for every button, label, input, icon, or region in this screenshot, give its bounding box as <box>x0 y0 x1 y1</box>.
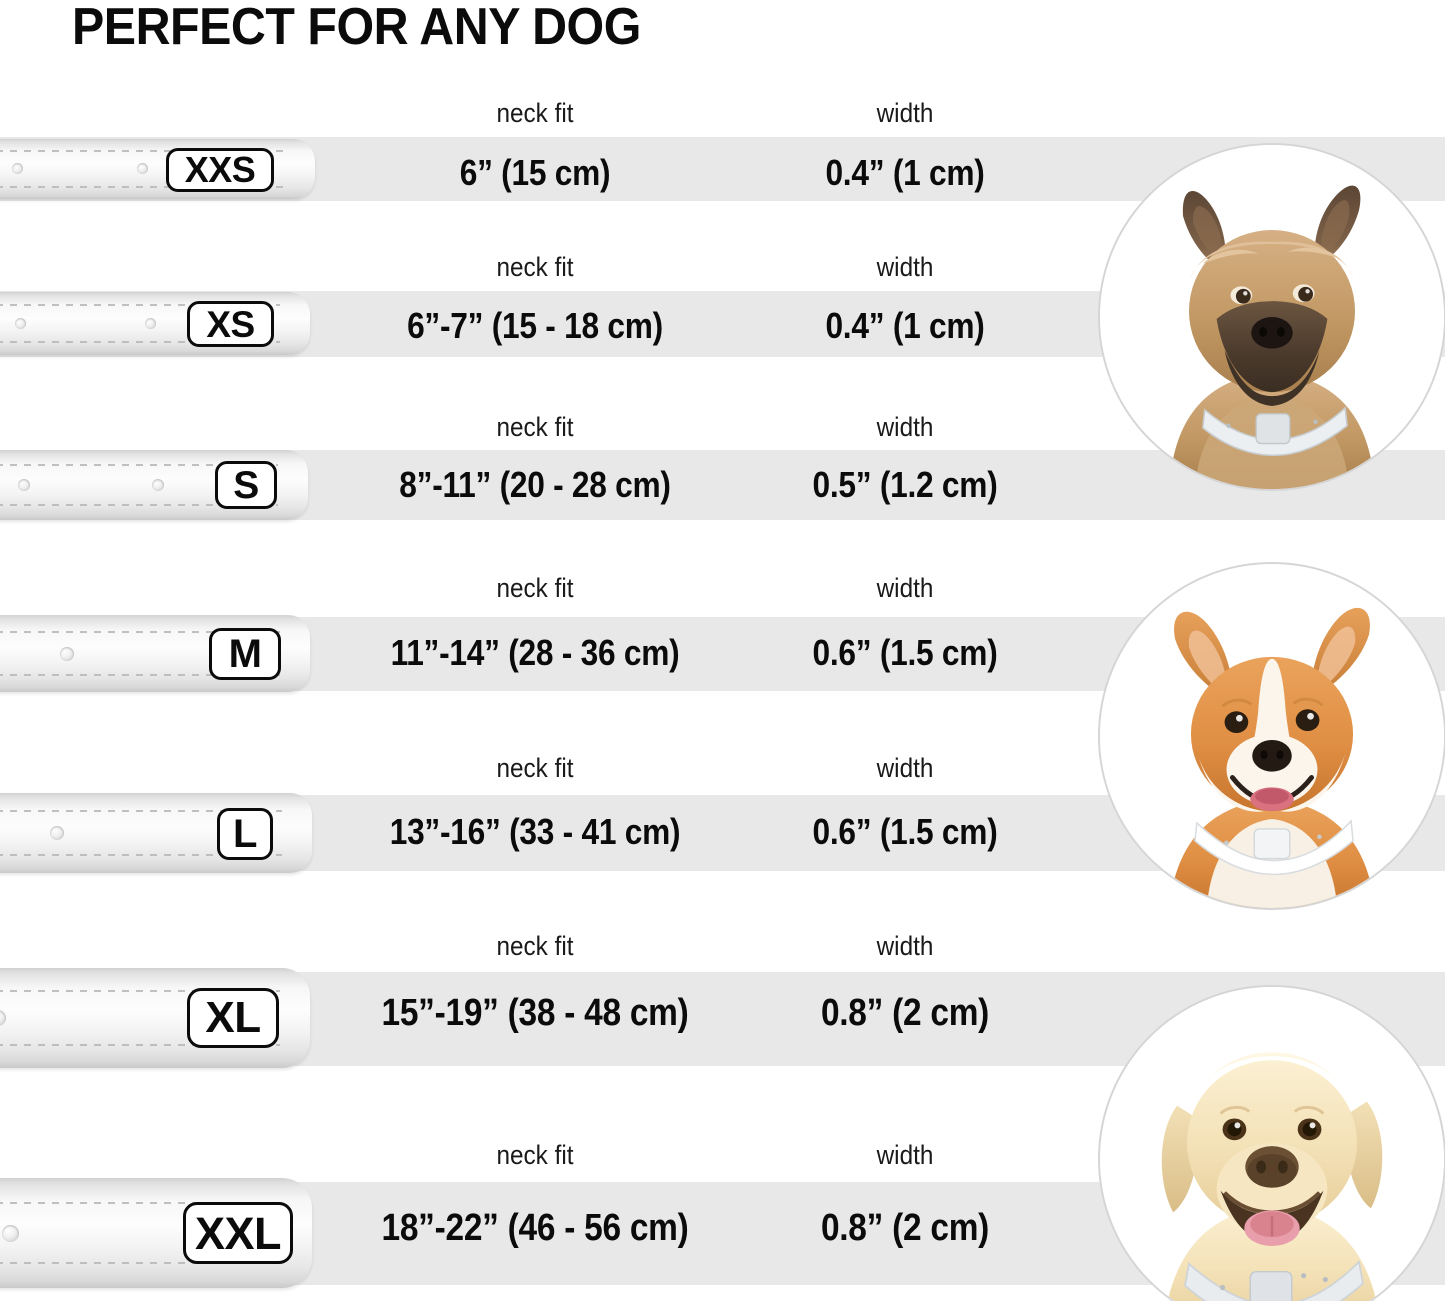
page-title: PERFECT FOR ANY DOG <box>72 0 641 56</box>
column-header-neck-fit: neck fit <box>496 573 574 603</box>
column-header-neck-fit: neck fit <box>496 412 574 442</box>
size-badge-s: S <box>215 461 277 509</box>
column-header-neck-fit: neck fit <box>496 98 574 128</box>
terrier-dog-photo <box>1098 143 1445 491</box>
stitch-line-bottom <box>0 674 280 676</box>
column-header-neck-fit: neck fit <box>496 931 574 961</box>
stitch-line-top <box>0 464 278 466</box>
width-value: 0.6” (1.5 cm) <box>812 632 998 673</box>
neck-fit-value: 6”-7” (15 - 18 cm) <box>407 305 663 346</box>
size-badge-xl: XL <box>187 988 279 1048</box>
stitch-line-bottom <box>0 1044 280 1046</box>
stitch-line-bottom <box>0 504 278 506</box>
neck-fit-value: 15”-19” (38 - 48 cm) <box>381 992 689 1034</box>
width-value: 0.8” (2 cm) <box>820 1207 990 1249</box>
size-badge-l: L <box>217 808 273 860</box>
column-header-width: width <box>876 252 934 282</box>
collar-hole <box>60 647 74 661</box>
size-badge-xxs: XXS <box>166 148 274 192</box>
column-header-width: width <box>876 412 934 442</box>
neck-fit-value: 18”-22” (46 - 56 cm) <box>381 1207 689 1249</box>
column-header-width: width <box>876 573 934 603</box>
width-value: 0.4” (1 cm) <box>825 152 985 193</box>
stitch-line-top <box>0 1202 282 1204</box>
stitch-line-bottom <box>0 854 282 856</box>
width-value: 0.6” (1.5 cm) <box>812 811 998 852</box>
stitch-line-top <box>0 631 280 633</box>
neck-fit-value: 6” (15 cm) <box>459 152 611 193</box>
collar-hole <box>0 1010 6 1026</box>
collar-hole <box>18 479 30 491</box>
neck-fit-value: 11”-14” (28 - 36 cm) <box>390 632 680 673</box>
collar-hole <box>152 479 164 491</box>
collar-hole <box>145 318 156 329</box>
stitch-line-bottom <box>0 186 285 188</box>
stitch-line-top <box>0 990 280 992</box>
size-badge-xxl: XXL <box>183 1202 293 1264</box>
size-badge-m: M <box>209 628 281 680</box>
corgi-dog-photo <box>1098 562 1445 910</box>
stitch-line-top <box>0 150 285 152</box>
stitch-line-bottom <box>0 1262 282 1264</box>
column-header-width: width <box>876 931 934 961</box>
stitch-line-top <box>0 304 280 306</box>
width-value: 0.8” (2 cm) <box>820 992 990 1034</box>
stitch-line-bottom <box>0 341 280 343</box>
column-header-width: width <box>876 753 934 783</box>
column-header-neck-fit: neck fit <box>496 252 574 282</box>
labrador-dog-photo <box>1098 985 1445 1301</box>
collar-strap <box>0 1178 312 1288</box>
collar-hole <box>15 318 26 329</box>
size-badge-xs: XS <box>187 301 274 347</box>
collar-hole <box>137 163 148 174</box>
neck-fit-value: 13”-16” (33 - 41 cm) <box>389 811 681 852</box>
column-header-neck-fit: neck fit <box>496 1140 574 1170</box>
column-header-width: width <box>876 98 934 128</box>
width-value: 0.5” (1.2 cm) <box>812 464 998 505</box>
column-header-width: width <box>876 1140 934 1170</box>
collar-hole <box>2 1225 19 1242</box>
stitch-line-top <box>0 810 282 812</box>
collar-hole <box>50 826 64 840</box>
collar-hole <box>12 163 23 174</box>
neck-fit-value: 8”-11” (20 - 28 cm) <box>399 464 671 505</box>
column-header-neck-fit: neck fit <box>496 753 574 783</box>
width-value: 0.4” (1 cm) <box>825 305 985 346</box>
